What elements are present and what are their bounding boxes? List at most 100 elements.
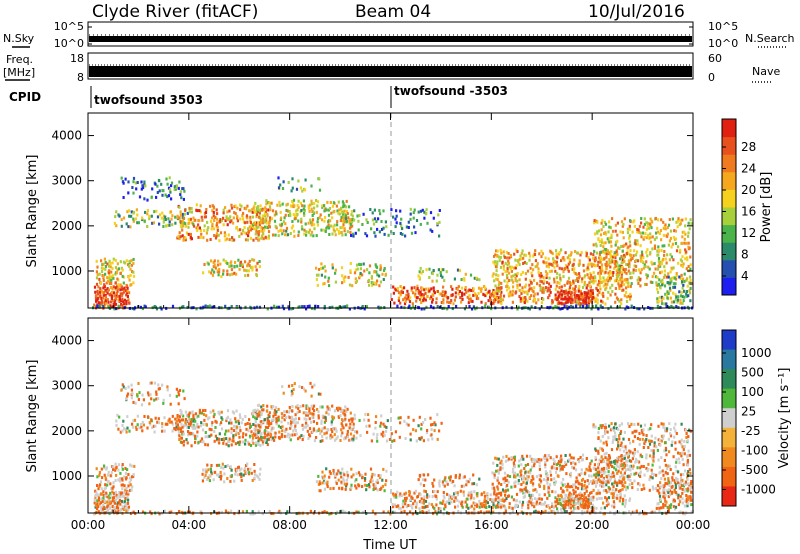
power-cell xyxy=(541,290,544,294)
velocity-cell xyxy=(354,484,357,488)
power-cell xyxy=(685,292,688,296)
power-cell xyxy=(162,217,165,221)
velocity-cell xyxy=(574,507,577,511)
velocity-cell xyxy=(248,442,251,446)
power-cell xyxy=(566,265,569,269)
velocity-cell xyxy=(510,506,513,510)
velocity-cell xyxy=(177,390,180,394)
power-cell xyxy=(607,307,610,311)
power-cell xyxy=(615,296,619,300)
power-cell xyxy=(247,227,250,231)
velocity-cell xyxy=(473,507,476,511)
power-cell xyxy=(164,215,167,219)
velocity-cell xyxy=(162,398,165,402)
velocity-cell xyxy=(122,491,126,495)
velocity-cell xyxy=(501,498,504,502)
power-cell xyxy=(110,270,113,274)
velocity-cell xyxy=(341,486,344,490)
power-cell xyxy=(425,208,428,212)
power-cell xyxy=(141,307,144,311)
velocity-cell xyxy=(585,489,588,493)
velocity-cell xyxy=(212,478,215,482)
velocity-cell xyxy=(98,473,101,477)
power-cell xyxy=(506,280,509,284)
velocity-cell xyxy=(320,421,323,425)
velocity-cell xyxy=(197,440,200,444)
velocity-cell xyxy=(594,468,598,472)
power-cell xyxy=(440,301,443,304)
power-cell xyxy=(306,305,309,308)
power-cell xyxy=(497,300,500,304)
power-cell xyxy=(651,235,654,239)
velocity-cell xyxy=(605,504,608,508)
power-cell xyxy=(558,273,561,277)
velocity-cell xyxy=(330,422,333,426)
power-cell xyxy=(412,211,415,215)
power-cell xyxy=(556,264,559,268)
power-cell xyxy=(421,270,424,273)
velocity-cell xyxy=(184,410,188,414)
velocity-cell xyxy=(218,463,221,467)
velocity-cell xyxy=(380,432,383,436)
power-cell xyxy=(284,233,287,237)
power-cell xyxy=(579,302,583,306)
velocity-cell xyxy=(108,494,111,498)
power-cell xyxy=(154,305,158,309)
velocity-cell xyxy=(301,423,304,427)
velocity-cell xyxy=(179,427,183,431)
velocity-cell xyxy=(597,427,600,430)
power-cell xyxy=(571,301,574,304)
velocity-cell xyxy=(346,432,349,436)
velocity-cell xyxy=(530,501,533,505)
velocity-cell xyxy=(180,422,183,426)
power-cell xyxy=(569,283,572,287)
power-cell xyxy=(668,239,671,243)
velocity-cell xyxy=(304,425,308,429)
power-cell xyxy=(572,279,575,283)
velocity-cell xyxy=(390,432,393,436)
velocity-cell xyxy=(301,438,304,441)
velocity-cell xyxy=(552,457,555,461)
power-cell xyxy=(246,238,249,242)
power-cell xyxy=(125,283,128,287)
velocity-cell xyxy=(221,462,224,466)
velocity-cell xyxy=(140,425,143,429)
velocity-cell xyxy=(382,422,385,426)
power-cell xyxy=(409,207,412,211)
velocity-cell xyxy=(259,420,262,424)
power-cell xyxy=(596,301,599,305)
velocity-cell xyxy=(461,505,464,509)
velocity-cell xyxy=(568,458,571,462)
power-cell xyxy=(206,238,209,242)
power-cell xyxy=(659,286,662,290)
power-cell xyxy=(307,221,310,225)
velocity-cell xyxy=(443,496,446,500)
power-cell xyxy=(353,218,356,222)
power-cell xyxy=(685,250,688,254)
velocity-cell xyxy=(290,389,293,393)
velocity-cell xyxy=(538,497,541,501)
power-cell xyxy=(566,256,569,260)
velocity-cell xyxy=(173,426,176,430)
power-cell xyxy=(351,224,354,228)
power-cell xyxy=(236,214,239,218)
velocity-cell xyxy=(570,492,573,496)
power-cell xyxy=(548,270,551,273)
power-cell xyxy=(430,287,433,291)
velocity-cell xyxy=(435,503,438,507)
power-cell xyxy=(592,253,595,257)
velocity-cell xyxy=(426,493,429,497)
power-cell xyxy=(192,216,195,220)
velocity-cell xyxy=(254,416,257,420)
power-cell xyxy=(442,301,445,305)
velocity-cell xyxy=(208,474,211,478)
velocity-cell xyxy=(411,506,414,510)
power-cell xyxy=(663,244,666,248)
velocity-cell xyxy=(458,476,461,480)
velocity-cell xyxy=(249,424,252,428)
power-cell xyxy=(131,186,134,189)
velocity-cell xyxy=(584,499,588,503)
velocity-cell xyxy=(543,484,546,488)
power-cell xyxy=(588,284,592,288)
power-cell xyxy=(127,191,130,195)
